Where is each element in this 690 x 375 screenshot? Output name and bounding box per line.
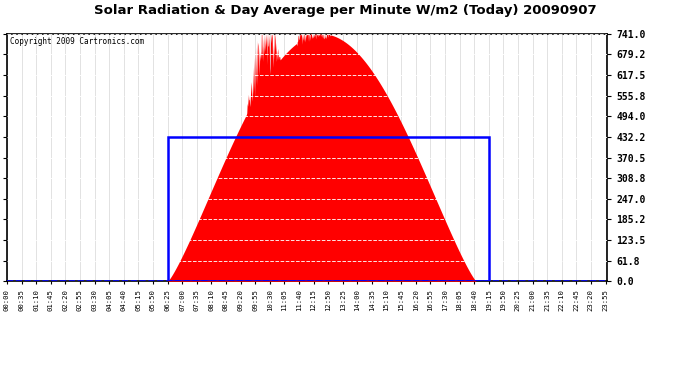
Text: Copyright 2009 Cartronics.com: Copyright 2009 Cartronics.com [10, 38, 144, 46]
Bar [168, 137, 489, 281]
Text: Solar Radiation & Day Average per Minute W/m2 (Today) 20090907: Solar Radiation & Day Average per Minute… [94, 4, 596, 17]
